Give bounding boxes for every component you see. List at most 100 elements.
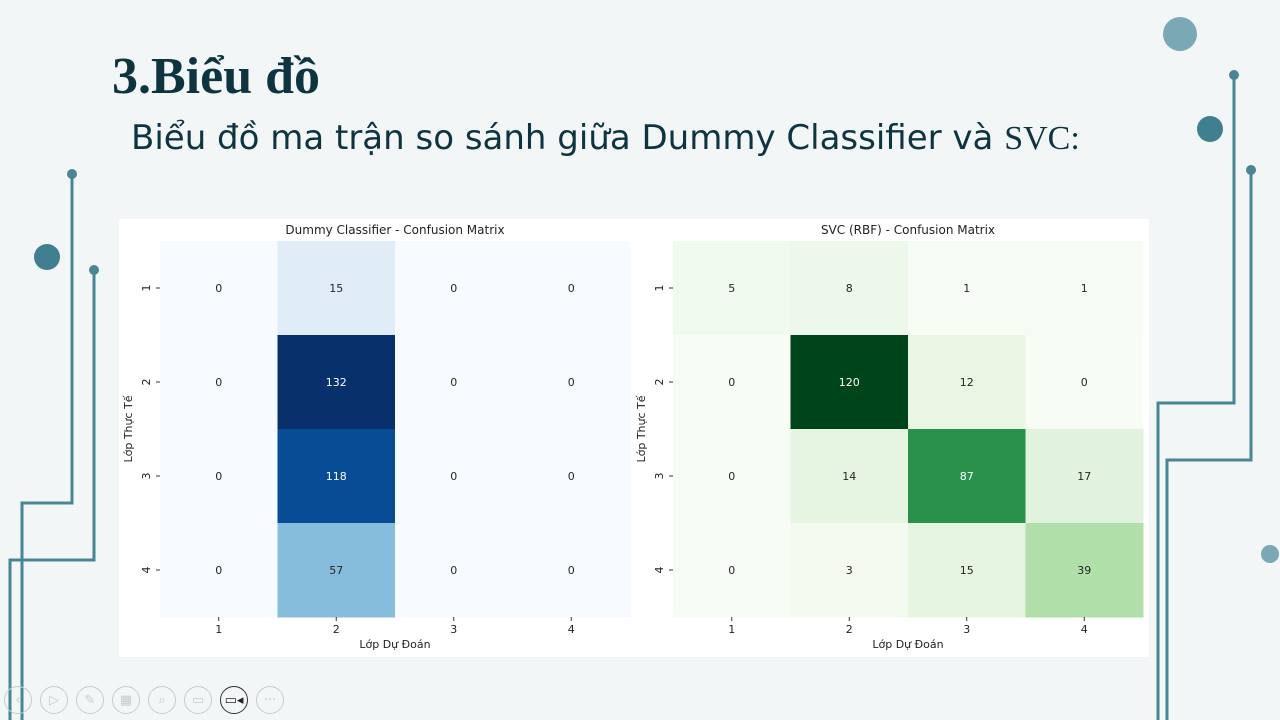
y-tick-label: 1: [653, 285, 666, 292]
heatmap-cell: [1025, 241, 1144, 336]
heatmap-cell: [790, 241, 909, 336]
heatmap-cell: [512, 241, 631, 336]
x-tick-label: 3: [963, 623, 970, 636]
x-tick-label: 1: [215, 623, 222, 636]
cell-value-label: 0: [215, 376, 222, 389]
chart-title: Dummy Classifier - Confusion Matrix: [285, 223, 504, 237]
heatmap-cell: [395, 429, 513, 524]
heatmap-cell: [790, 335, 909, 430]
pen-icon: ✎: [84, 692, 96, 708]
previous-slide-icon: ‹: [15, 692, 21, 708]
cell-value-label: 0: [728, 376, 735, 389]
subtitles-button[interactable]: ▭: [184, 686, 212, 714]
cell-value-label: 0: [568, 376, 575, 389]
heatmap-cell: [512, 335, 631, 430]
cell-value-label: 0: [728, 564, 735, 577]
heatmap-cell: [908, 429, 1026, 524]
x-tick-label: 1: [728, 623, 735, 636]
camera-icon: ▭◂: [224, 692, 244, 708]
heatmap-cell: [673, 335, 791, 430]
slide-subtitle: Biểu đồ ma trận so sánh giữa Dummy Class…: [131, 118, 1080, 158]
heatmap-cell: [160, 241, 278, 336]
heatmap-cell: [1025, 523, 1144, 618]
cell-value-label: 1: [1081, 282, 1088, 295]
y-axis-label: Lớp Thực Tế: [122, 395, 135, 462]
y-tick-label: 4: [140, 567, 153, 574]
x-axis-label: Lớp Dự Đoán: [872, 638, 943, 651]
cell-value-label: 5: [728, 282, 735, 295]
cell-value-label: 0: [450, 282, 457, 295]
cell-value-label: 8: [846, 282, 853, 295]
cell-value-label: 0: [215, 470, 222, 483]
heatmap-cell: [160, 429, 278, 524]
next-slide-icon: ▷: [49, 692, 59, 708]
subtitle-model-name: SVC:: [1004, 120, 1080, 157]
cell-value-label: 57: [329, 564, 343, 577]
cell-value-label: 15: [329, 282, 343, 295]
subtitles-icon: ▭: [191, 692, 205, 708]
more-options-icon: ···: [263, 692, 277, 708]
x-tick-label: 4: [568, 623, 575, 636]
zoom-button[interactable]: ⌕: [148, 686, 176, 714]
cell-value-label: 118: [326, 470, 347, 483]
cell-value-label: 14: [842, 470, 856, 483]
cell-value-label: 0: [450, 470, 457, 483]
heatmap-cell: [277, 241, 396, 336]
pen-button[interactable]: ✎: [76, 686, 104, 714]
x-tick-label: 2: [333, 623, 340, 636]
heatmap-cell: [277, 429, 396, 524]
cell-value-label: 0: [568, 470, 575, 483]
x-tick-label: 3: [450, 623, 457, 636]
heatmap-cell: [512, 429, 631, 524]
heatmap-cell: [673, 241, 791, 336]
y-tick-label: 2: [140, 379, 153, 386]
cell-value-label: 0: [568, 282, 575, 295]
y-tick-label: 3: [140, 473, 153, 480]
cell-value-label: 0: [1081, 376, 1088, 389]
camera-button[interactable]: ▭◂: [220, 686, 248, 714]
heatmap-cell: [512, 523, 631, 618]
cell-value-label: 3: [846, 564, 853, 577]
y-tick-label: 1: [140, 285, 153, 292]
heatmap-cell: [1025, 429, 1144, 524]
cell-value-label: 120: [839, 376, 860, 389]
heatmap-cell: [790, 429, 909, 524]
cell-value-label: 0: [568, 564, 575, 577]
heatmap-cell: [908, 523, 1026, 618]
heatmap-cell: [790, 523, 909, 618]
y-tick-label: 4: [653, 567, 666, 574]
presentation-toolbar: ‹ ▷ ✎ ▦ ⌕ ▭ ▭◂ ···: [4, 686, 284, 714]
y-tick-label: 2: [653, 379, 666, 386]
cell-value-label: 0: [728, 470, 735, 483]
heatmap-panel-1: Dummy Classifier - Confusion Matrix 0 15 0 0…: [122, 223, 631, 651]
subtitle-text: Biểu đồ ma trận so sánh giữa Dummy Class…: [131, 118, 1005, 158]
x-tick-label: 4: [1081, 623, 1088, 636]
heatmap-cell: [160, 523, 278, 618]
heatmap-cell: [1025, 335, 1144, 430]
x-axis-label: Lớp Dự Đoán: [359, 638, 430, 651]
cell-value-label: 87: [960, 470, 974, 483]
previous-slide-button[interactable]: ‹: [4, 686, 32, 714]
cell-value-label: 0: [450, 564, 457, 577]
heatmap-cell: [277, 335, 396, 430]
more-options-button[interactable]: ···: [256, 686, 284, 714]
chart-title: SVC (RBF) - Confusion Matrix: [821, 223, 995, 237]
heatmap-cell: [395, 241, 513, 336]
confusion-matrix-figure: Dummy Classifier - Confusion Matrix 0 15 0 0…: [119, 219, 1149, 657]
cell-value-label: 0: [450, 376, 457, 389]
next-slide-button[interactable]: ▷: [40, 686, 68, 714]
y-tick-label: 3: [653, 473, 666, 480]
cell-value-label: 1: [963, 282, 970, 295]
heatmap-cell: [673, 429, 791, 524]
zoom-icon: ⌕: [158, 692, 166, 708]
cell-value-label: 15: [960, 564, 974, 577]
heatmap-cell: [908, 335, 1026, 430]
slides-grid-button[interactable]: ▦: [112, 686, 140, 714]
cell-value-label: 17: [1077, 470, 1091, 483]
slides-grid-icon: ▦: [119, 692, 133, 708]
cell-value-label: 12: [960, 376, 974, 389]
cell-value-label: 0: [215, 282, 222, 295]
